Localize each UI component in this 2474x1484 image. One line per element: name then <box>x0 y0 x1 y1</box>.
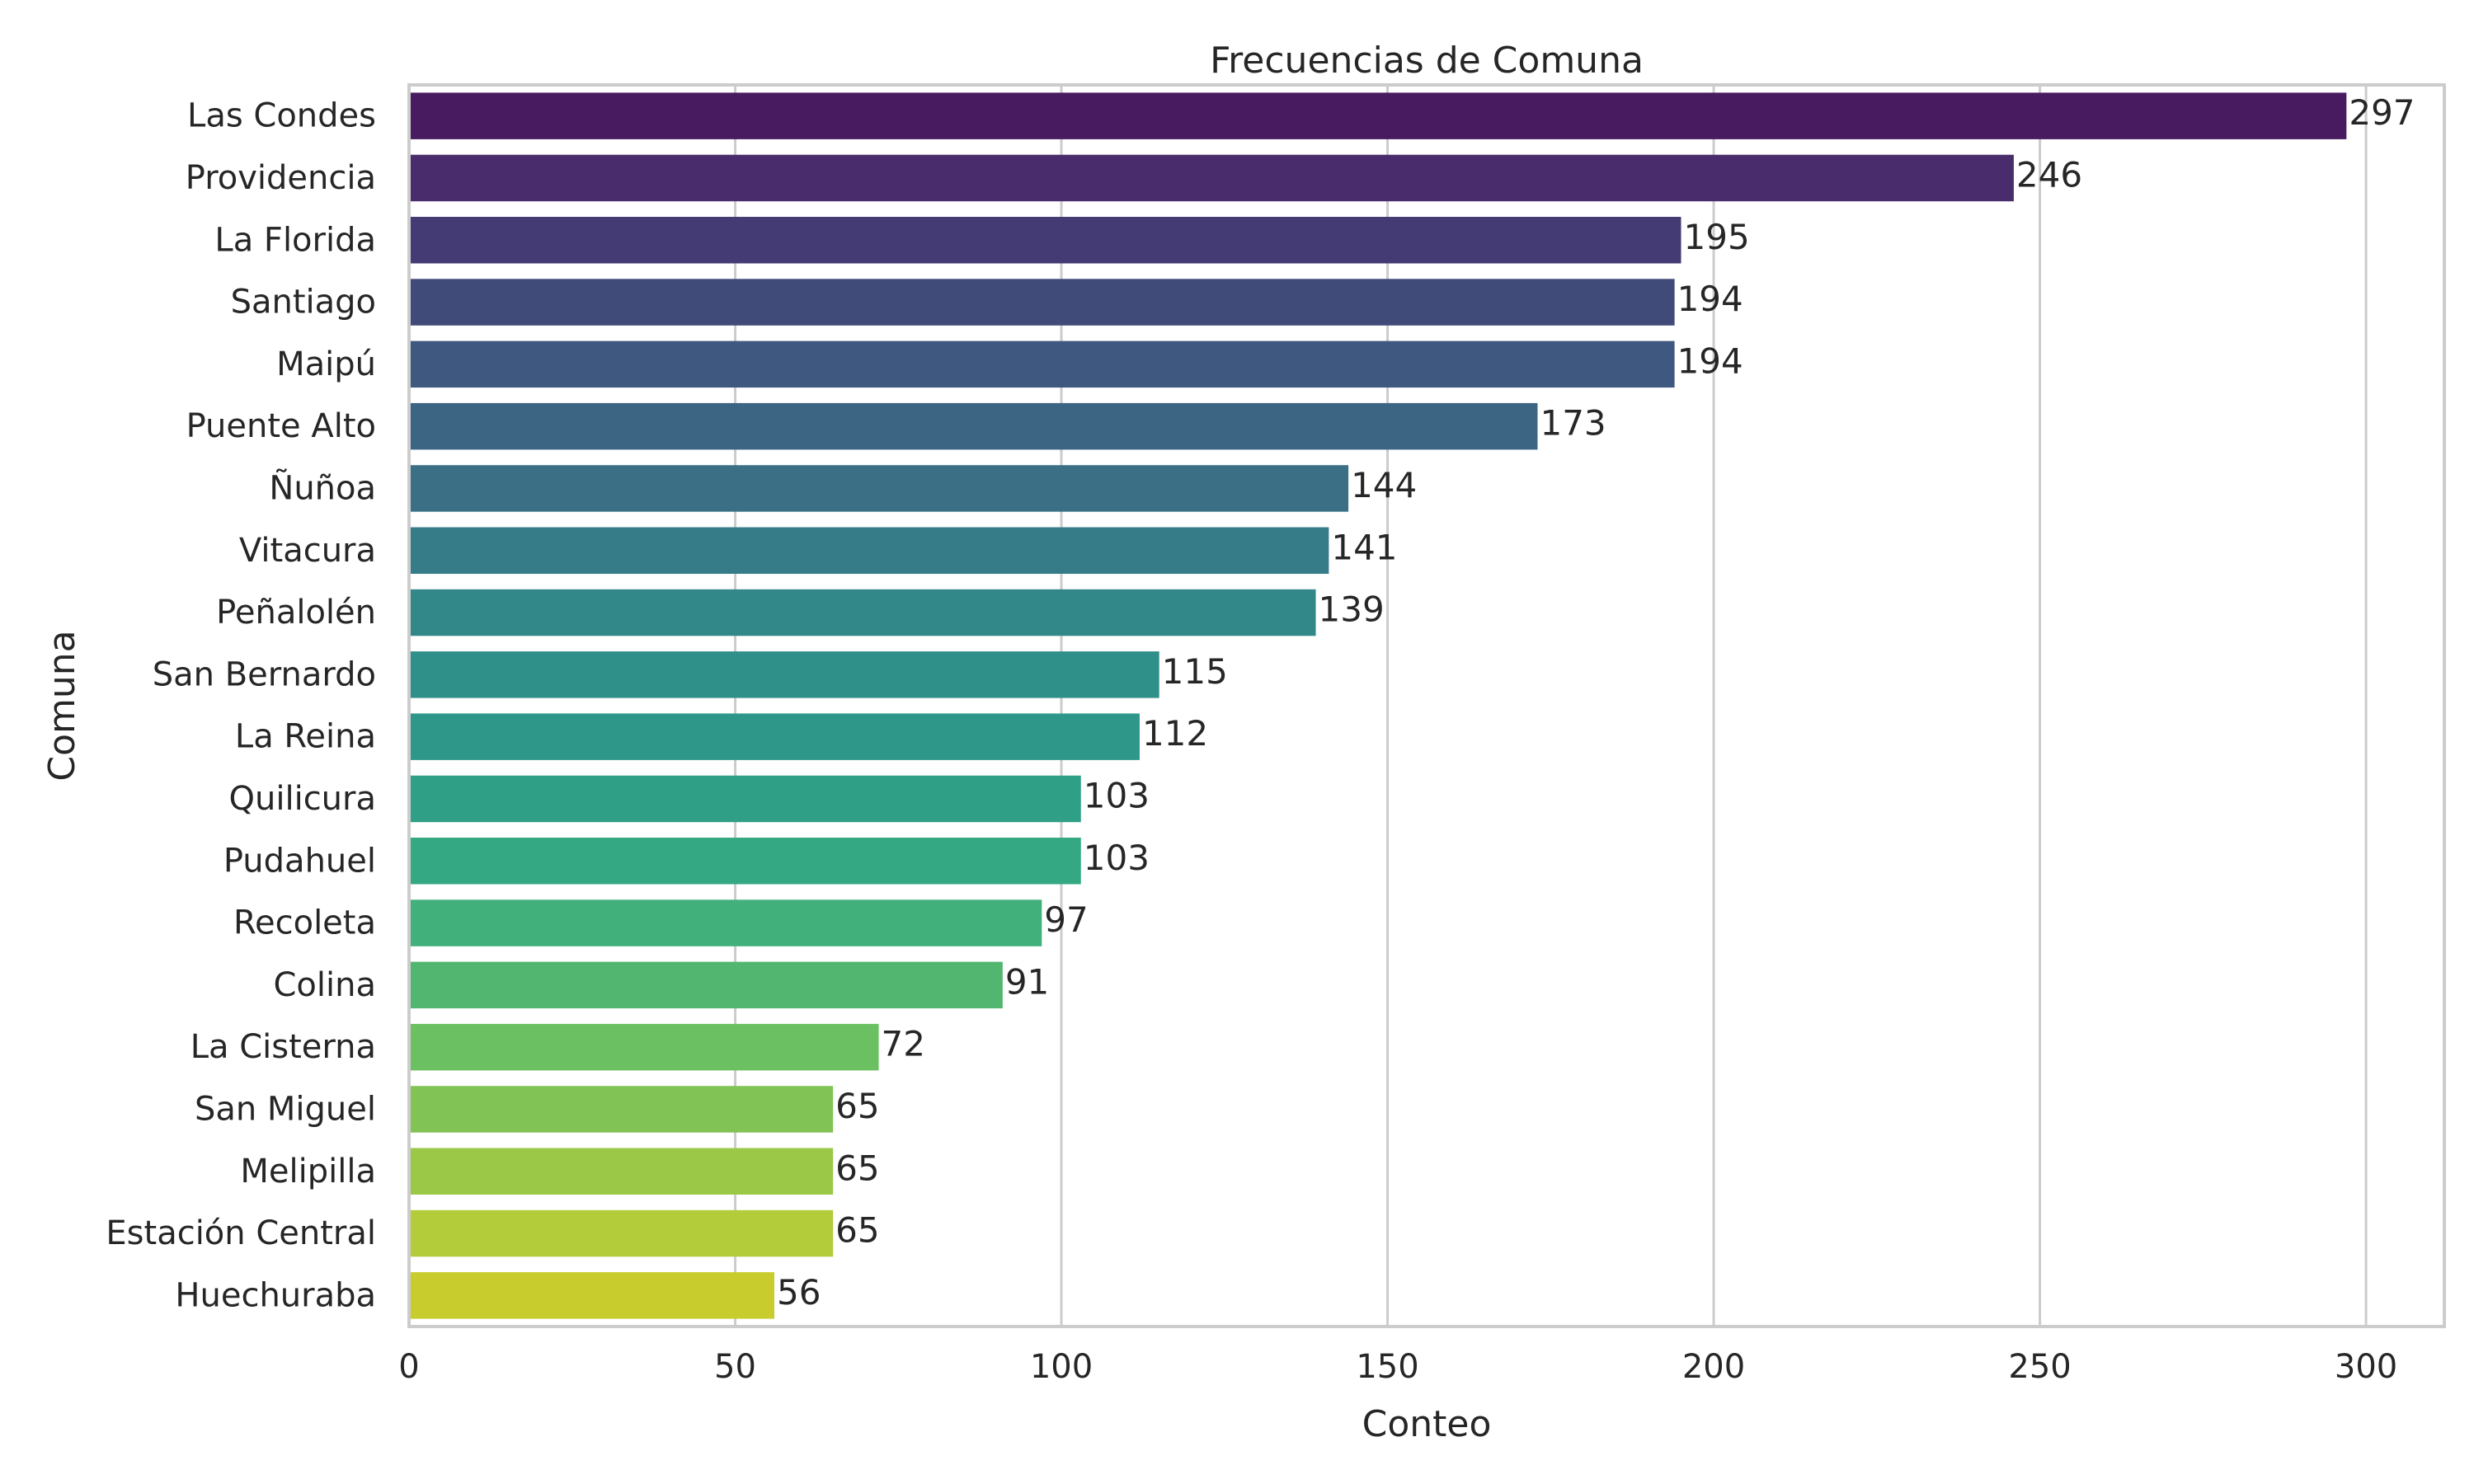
y-tick-label: Ñuñoa <box>269 467 376 507</box>
y-tick-label: La Reina <box>235 718 376 756</box>
bar <box>409 961 1003 1009</box>
tick-labels: 0 50 100 150 200 250 300 Las Condes Providencia L… <box>106 97 2397 1386</box>
y-tick-label: Recoleta <box>233 904 376 942</box>
bar-value-label: 72 <box>882 1024 925 1064</box>
bar <box>409 402 1538 450</box>
x-tick-label: 150 <box>1356 1348 1418 1386</box>
x-tick-label: 200 <box>1682 1348 1745 1386</box>
bar <box>409 589 1316 636</box>
bar <box>409 1148 834 1195</box>
bar-value-label: 195 <box>1684 217 1750 257</box>
y-tick-label: Melipilla <box>240 1153 376 1190</box>
bar <box>409 92 2347 139</box>
bar <box>409 217 1681 264</box>
bar <box>409 154 2014 202</box>
bar-value-label: 103 <box>1084 838 1150 878</box>
y-tick-label: Vitacura <box>239 532 376 570</box>
y-tick-label: San Bernardo <box>153 655 376 693</box>
bar-value-label: 97 <box>1044 899 1088 940</box>
y-tick-label: Quilicura <box>229 780 376 818</box>
y-tick-label: Pudahuel <box>223 842 376 880</box>
bar <box>409 1272 774 1319</box>
bar <box>409 279 1675 326</box>
bar-value-label: 112 <box>1142 713 1208 754</box>
bar <box>409 527 1329 574</box>
bar-value-label: 139 <box>1319 589 1385 630</box>
bar <box>409 899 1042 946</box>
y-tick-label: Peñalolén <box>216 594 376 632</box>
bar-value-label: 297 <box>2349 92 2415 133</box>
bar <box>409 775 1081 823</box>
chart-title: Frecuencias de Comuna <box>1210 40 1644 82</box>
bar <box>409 651 1159 698</box>
y-tick-label: Santiago <box>231 284 376 322</box>
bar-value-label: 56 <box>777 1272 821 1313</box>
bar <box>409 465 1349 512</box>
x-tick-label: 0 <box>398 1348 419 1386</box>
bar-value-label: 194 <box>1677 340 1743 381</box>
y-tick-label: Colina <box>274 966 377 1004</box>
bar-value-label: 115 <box>1162 651 1228 692</box>
y-tick-label: San Miguel <box>195 1090 376 1128</box>
x-tick-label: 100 <box>1030 1348 1093 1386</box>
bar-value-label: 246 <box>2016 154 2082 195</box>
x-axis-label: Conteo <box>1362 1403 1492 1445</box>
bars <box>409 92 2347 1319</box>
grid-lines <box>407 85 2368 1327</box>
bar-value-label: 103 <box>1084 775 1150 815</box>
data-labels: 297 246 195 194 194 173 144 141 139 115 112 103 103 9… <box>777 92 2415 1313</box>
bar-value-label: 173 <box>1540 403 1606 444</box>
y-tick-label: Las Condes <box>187 97 376 135</box>
y-tick-label: La Cisterna <box>190 1028 376 1066</box>
x-tick-label: 250 <box>2008 1348 2071 1386</box>
y-tick-label: La Florida <box>214 221 376 259</box>
bar-value-label: 91 <box>1005 961 1049 1002</box>
bar-value-label: 141 <box>1331 527 1397 567</box>
plot-frame <box>407 83 2446 1328</box>
bar-value-label: 65 <box>835 1210 879 1251</box>
bar <box>409 1086 834 1133</box>
bar <box>409 713 1140 760</box>
x-tick-label: 50 <box>714 1348 756 1386</box>
y-axis-label: Comuna <box>41 630 83 781</box>
y-tick-label: Providencia <box>186 159 376 197</box>
y-tick-label: Estación Central <box>106 1214 376 1252</box>
bar <box>409 1023 879 1071</box>
bar-value-label: 65 <box>835 1086 879 1126</box>
bar <box>409 1209 834 1257</box>
x-tick-label: 300 <box>2335 1348 2397 1386</box>
bar-value-label: 65 <box>835 1148 879 1188</box>
bar <box>409 340 1675 388</box>
bar-value-label: 144 <box>1351 465 1417 505</box>
y-tick-label: Huechuraba <box>175 1276 376 1314</box>
bar <box>409 838 1081 885</box>
y-tick-label: Maipú <box>276 345 376 383</box>
y-tick-label: Puente Alto <box>186 407 376 445</box>
bar-value-label: 194 <box>1677 279 1743 319</box>
